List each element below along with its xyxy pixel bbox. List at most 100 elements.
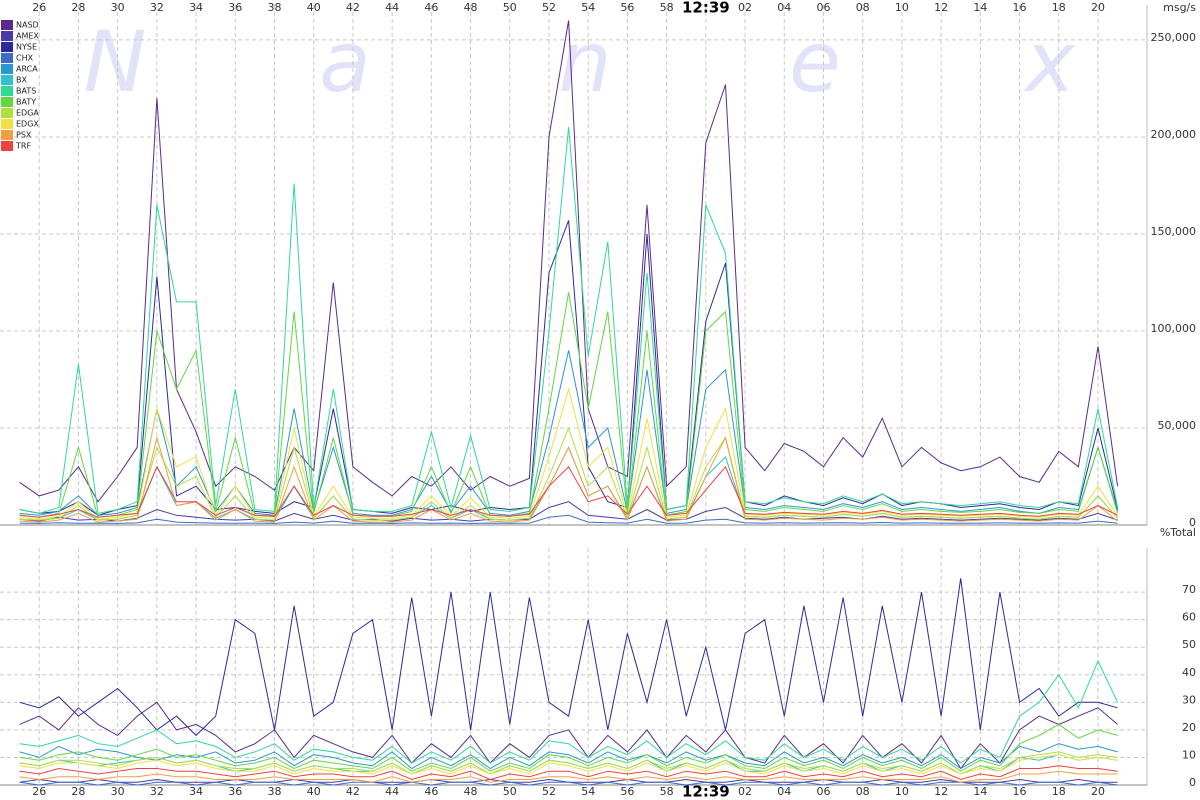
y-tick-label: 40 [1182,666,1196,679]
watermark-letter: a [319,13,370,111]
watermark-letter: x [1022,13,1076,111]
y-tick-label: 30 [1182,693,1196,706]
x-tick-label: 14 [973,785,987,798]
legend-label: AMEX [16,32,39,41]
x-tick-label: 40 [307,785,321,798]
series-line [19,426,1118,521]
x-tick-label: 44 [385,785,399,798]
x-tick-label: 18 [1052,785,1066,798]
legend-label: EDGA [16,109,39,118]
x-tick-label: 20 [1091,1,1105,14]
x-tick-label: 20 [1091,785,1105,798]
x-tick-label: 02 [738,1,752,14]
y-tick-label: 20 [1182,721,1196,734]
x-tick-label: 42 [346,1,360,14]
x-tick-label: 50 [503,785,517,798]
x-tick-label: 34 [189,785,203,798]
series-line [19,465,1118,518]
series-line [19,743,1118,770]
legend-swatch [1,53,13,63]
x-tick-label: 28 [71,1,85,14]
series-line [19,751,1118,775]
x-tick-label: 26 [32,1,46,14]
x-tick-label: 30 [111,1,125,14]
x-tick-label: 16 [1013,1,1027,14]
legend-label: TRF [15,142,31,151]
series-line [19,514,1118,524]
legend-swatch [1,119,13,129]
legend-label: NASD [16,21,39,30]
legend-swatch [1,108,13,118]
x-tick-label: 06 [816,1,830,14]
y-tick-label: 200,000 [1151,128,1197,141]
x-tick-label: 12:39 [682,0,730,17]
legend-label: NYSE [16,43,37,52]
watermark-letter: N [84,13,147,111]
y-tick-label: 50,000 [1158,419,1197,432]
axis-title: %Total [1160,526,1196,539]
x-tick-label: 58 [660,1,674,14]
x-tick-label: 32 [150,1,164,14]
x-tick-label: 32 [150,785,164,798]
x-tick-label: 16 [1013,785,1027,798]
x-tick-label: 50 [503,1,517,14]
y-tick-label: 60 [1182,611,1196,624]
legend-swatch [1,31,13,41]
axis-title: msg/s [1163,1,1196,14]
x-tick-label: 56 [620,1,634,14]
series-line [19,292,1119,518]
x-tick-label: 46 [424,785,438,798]
series-line [19,350,1119,516]
x-tick-label: 44 [385,1,399,14]
legend-label: ARCA [16,65,38,74]
x-tick-label: 52 [542,785,556,798]
x-tick-label: 38 [267,1,281,14]
series-line [19,723,1118,772]
x-tick-label: 40 [307,1,321,14]
series-line [19,20,1119,503]
y-tick-label: 100,000 [1151,322,1197,335]
series-line [19,435,1118,523]
y-tick-label: 70 [1182,583,1196,596]
legend-label: BX [16,76,27,85]
x-tick-label: 10 [895,1,909,14]
x-tick-label: 06 [816,785,830,798]
x-tick-label: 36 [228,785,242,798]
watermark-letter: e [789,13,841,111]
legend-label: EDGX [16,120,39,129]
x-tick-label: 02 [738,785,752,798]
legend-label: BATS [16,87,36,96]
series-line [19,770,1118,783]
x-tick-label: 04 [777,1,791,14]
x-tick-label: 36 [228,1,242,14]
legend-swatch [1,75,13,85]
x-tick-label: 12:39 [682,783,730,800]
y-tick-label: 250,000 [1151,31,1197,44]
x-tick-label: 28 [71,785,85,798]
series-line [19,659,1119,764]
legend-swatch [1,130,13,140]
watermark-letter: n [558,13,611,111]
series-line [19,781,1118,786]
x-tick-label: 26 [32,785,46,798]
x-tick-label: 12 [934,785,948,798]
x-tick-label: 42 [346,785,360,798]
legend-label: BATY [16,98,36,107]
series-line [19,765,1118,781]
x-tick-label: 56 [620,785,634,798]
x-tick-label: 48 [464,785,478,798]
x-tick-label: 58 [660,785,674,798]
x-tick-label: 18 [1052,1,1066,14]
series-line [19,701,1118,770]
legend-swatch [1,42,13,52]
y-tick-label: 0 [1189,776,1196,789]
series-line [19,501,1118,522]
x-tick-label: 30 [111,785,125,798]
x-tick-label: 08 [856,785,870,798]
legend-swatch [1,64,13,74]
x-tick-label: 48 [464,1,478,14]
legend-swatch [1,141,13,151]
legend-swatch [1,86,13,96]
